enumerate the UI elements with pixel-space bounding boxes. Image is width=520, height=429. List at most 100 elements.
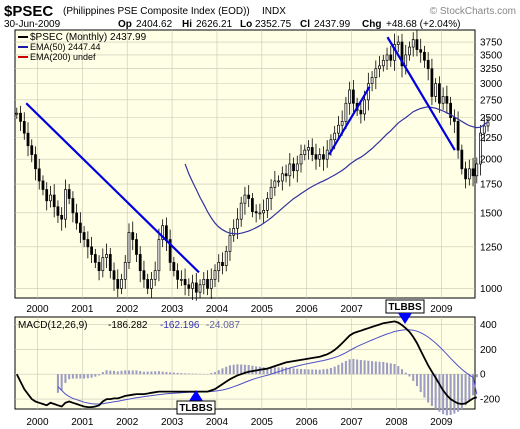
- macd-histogram-bar: [270, 367, 273, 375]
- year-tick-label: 2007: [340, 417, 363, 428]
- year-tick-label: 2004: [206, 417, 229, 428]
- macd-histogram-bar: [232, 364, 235, 375]
- tlbbs-label-top: TLBBS: [388, 302, 422, 313]
- price-tick-label: 1500: [480, 208, 503, 219]
- exchange-label: INDX: [262, 6, 286, 17]
- macd-histogram-bar: [251, 365, 254, 375]
- price-bar-body: [337, 124, 340, 134]
- year-tick-label: 2000: [26, 304, 49, 315]
- price-bar-body: [434, 83, 438, 97]
- price-bar-body: [288, 163, 292, 177]
- macd-histogram-bar: [146, 371, 149, 375]
- price-bar-body: [179, 278, 183, 281]
- macd-histogram-bar: [176, 372, 179, 375]
- price-bar-body: [430, 68, 434, 97]
- price-bar-body: [258, 212, 262, 215]
- price-bar-body: [381, 59, 385, 67]
- price-bar-body: [191, 282, 194, 289]
- year-tick-label: 2001: [71, 417, 94, 428]
- price-bar-body: [352, 89, 355, 104]
- tlbbs-annotation-top: TLBBS: [385, 299, 425, 324]
- macd-histogram-bar: [341, 362, 344, 375]
- price-bar-body: [284, 173, 288, 177]
- macd-histogram-bar: [75, 374, 78, 379]
- low-label: Lo: [240, 19, 252, 30]
- macd-histogram-bar: [221, 368, 224, 375]
- macd-histogram-bar: [442, 374, 445, 415]
- macd-histogram-bar: [412, 374, 415, 381]
- macd-histogram-bar: [299, 368, 303, 375]
- macd-value: -186.282: [108, 320, 148, 331]
- price-bar-body: [34, 154, 37, 170]
- price-bar-body: [56, 206, 60, 216]
- macd-histogram-bar: [296, 368, 299, 375]
- price-tick-label: 3500: [480, 50, 503, 61]
- year-tick-label: 2003: [161, 304, 184, 315]
- price-bar-body: [482, 125, 486, 134]
- macd-histogram-bar: [225, 366, 228, 375]
- watermark: © StockCharts.com: [430, 6, 516, 17]
- macd-histogram-bar: [449, 374, 452, 415]
- year-tick-label: 2009: [430, 417, 453, 428]
- price-bar-body: [374, 68, 378, 78]
- price-bar-body: [441, 96, 445, 104]
- legend-ema200: EMA(200) undef: [30, 52, 96, 62]
- price-bar-body: [176, 270, 179, 280]
- macd-histogram-bar: [408, 374, 411, 377]
- price-bar-body: [389, 54, 393, 61]
- macd-line: [15, 320, 478, 408]
- price-bar-body: [67, 189, 71, 199]
- macd-histogram-bar: [468, 374, 471, 401]
- macd-histogram-bar: [172, 372, 175, 375]
- price-bar-body: [198, 284, 202, 293]
- macd-histogram-bar: [285, 367, 288, 375]
- price-bar-body: [206, 278, 209, 289]
- index-name: (Philippines PSE Composite Index (EOD)): [63, 6, 250, 17]
- trendline: [25, 102, 200, 274]
- macd-histogram-bar: [243, 364, 246, 375]
- macd-legend: MACD(12,26,9) -186.282 -162.196 -24.087: [18, 320, 240, 331]
- macd-histogram-bar: [86, 374, 89, 379]
- price-bar-body: [26, 132, 30, 147]
- macd-histogram-bar: [120, 370, 123, 375]
- price-bar-body: [314, 154, 318, 160]
- price-bar-body: [400, 41, 404, 67]
- price-bar-body: [445, 96, 449, 104]
- price-tick-label: 1000: [480, 284, 503, 295]
- macd-y-axis: 400 200 0 -200: [480, 320, 500, 406]
- macd-histogram-bar: [150, 371, 153, 375]
- macd-histogram-bar: [83, 374, 86, 379]
- price-bar-body: [19, 112, 22, 122]
- price-bar-body: [265, 198, 269, 211]
- macd-tick-label: -200: [480, 395, 500, 406]
- price-tick-label: 1750: [480, 180, 503, 191]
- macd-histogram-bar: [71, 374, 74, 379]
- symbol-title: $PSEC: [4, 3, 53, 20]
- macd-histogram-bar: [314, 369, 318, 375]
- price-bar-body: [112, 270, 116, 280]
- macd-histogram-bar: [400, 369, 404, 375]
- change-value: +48.68 (+2.04%): [386, 19, 461, 30]
- macd-histogram-bar: [206, 374, 209, 375]
- macd-histogram-bar: [389, 363, 392, 375]
- price-bar-body: [239, 202, 243, 220]
- price-bar-body: [479, 132, 482, 165]
- macd-tick-label: 400: [480, 320, 497, 331]
- price-bar-body: [292, 163, 295, 172]
- price-tick-label: 2250: [480, 133, 503, 144]
- price-bar-body: [153, 270, 157, 280]
- price-bar-body: [419, 49, 423, 53]
- macd-histogram-bar: [180, 373, 183, 375]
- price-bar-body: [168, 239, 172, 263]
- price-bar-body: [322, 154, 325, 160]
- price-layer: [15, 30, 490, 301]
- year-tick-label: 2005: [251, 417, 274, 428]
- price-bar-body: [45, 189, 49, 202]
- macd-histogram-bar: [202, 373, 205, 375]
- price-bar-body: [41, 180, 45, 190]
- price-bar-body: [460, 149, 464, 170]
- macd-signal-value: -162.196: [160, 320, 200, 331]
- price-tick-label: 2500: [480, 113, 503, 124]
- change-label: Chg: [362, 19, 381, 30]
- price-bar-body: [224, 251, 228, 267]
